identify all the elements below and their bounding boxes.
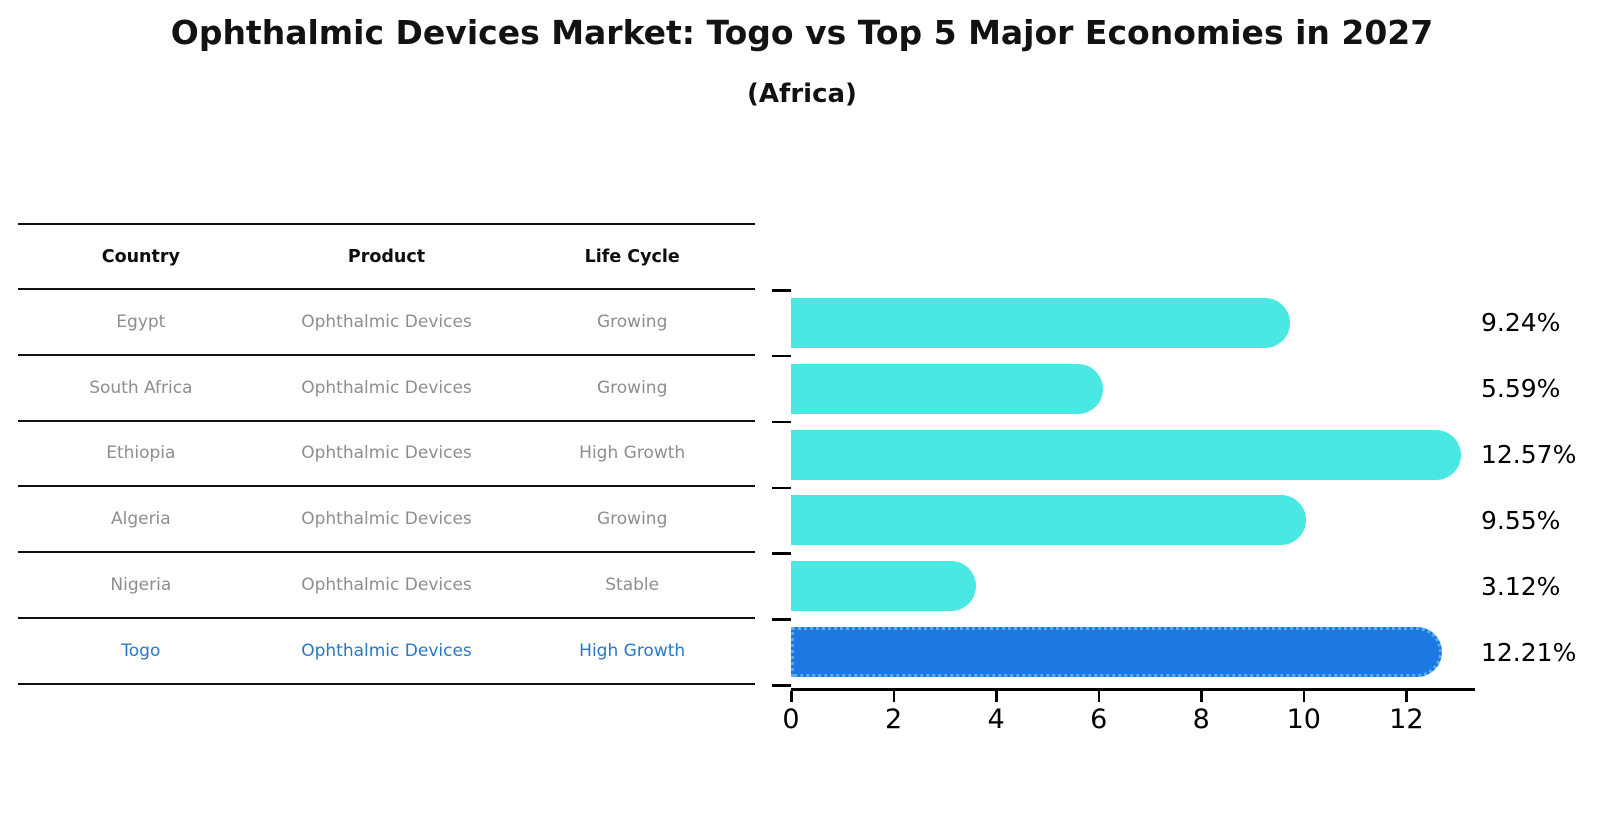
table-cell-life-cycle: Growing	[596, 509, 668, 530]
table-cell-country: Ethiopia	[106, 443, 176, 464]
y-axis-tick-mark	[772, 289, 791, 292]
value-label-row: 12.21%	[1481, 619, 1603, 685]
x-axis-tick-mark	[995, 691, 998, 702]
bar-row	[791, 553, 1473, 619]
table-row: South Africa Ophthalmic Devices Growing	[18, 356, 755, 422]
bar-value-label: 3.12%	[1481, 571, 1561, 601]
table-header-product: Product	[347, 246, 426, 267]
bar-value-label: 5.59%	[1481, 374, 1561, 404]
bar-row	[791, 422, 1473, 488]
x-axis-tick-mark	[892, 691, 896, 702]
bar-row	[791, 619, 1473, 685]
table-cell-country: Nigeria	[110, 575, 172, 596]
value-labels-column: 9.24% 5.59% 12.57% 9.55% 3.12% 12.21%	[1481, 290, 1603, 685]
bars-area	[791, 290, 1473, 685]
x-axis-tick-label: 4	[987, 704, 1005, 735]
y-axis-tick-mark	[772, 552, 791, 555]
bar-value-label: 9.55%	[1481, 505, 1561, 535]
chart-title: Ophthalmic Devices Market: Togo vs Top 5…	[170, 13, 1434, 52]
table-header-country: Country	[101, 246, 180, 267]
x-axis-tick-mark	[1097, 691, 1101, 702]
x-axis-tick-mark	[1405, 691, 1408, 702]
x-axis-tick-mark	[1302, 691, 1306, 702]
bar-highlight-togo	[791, 627, 1443, 678]
table-row: Egypt Ophthalmic Devices Growing	[18, 290, 755, 356]
table-row: Algeria Ophthalmic Devices Growing	[18, 487, 755, 554]
x-axis-tick-label: 2	[884, 704, 903, 735]
x-axis-line	[791, 688, 1475, 691]
table-cell-product: Ophthalmic Devices	[301, 311, 472, 332]
bar-value-label: 9.24%	[1481, 308, 1561, 338]
y-axis-tick-mark	[772, 684, 791, 687]
table-cell-product: Ophthalmic Devices	[301, 377, 472, 398]
table-body: Egypt Ophthalmic Devices Growing South Afri…	[18, 290, 755, 685]
bar-value-label: 12.21%	[1481, 637, 1577, 667]
table-row: Ethiopia Ophthalmic Devices High Growth	[18, 422, 755, 488]
value-label-row: 9.55%	[1481, 487, 1603, 553]
value-label-row: 9.24%	[1481, 290, 1603, 356]
x-axis-tick-mark	[1200, 691, 1203, 702]
y-axis-tick-mark	[772, 486, 791, 489]
bar-value-label: 12.57%	[1481, 440, 1577, 470]
value-label-row: 12.57%	[1481, 422, 1603, 488]
bar-south-africa	[791, 363, 1103, 414]
x-axis-tick-label: 6	[1090, 704, 1108, 735]
table-cell-life-cycle: Stable	[605, 575, 660, 596]
value-label-row: 5.59%	[1481, 356, 1603, 422]
table-cell-life-cycle: High Growth	[579, 640, 686, 661]
table-cell-country: South Africa	[89, 377, 193, 398]
table-cell-life-cycle: High Growth	[579, 443, 686, 464]
table-row: Nigeria Ophthalmic Devices Stable	[18, 553, 755, 619]
table-cell-life-cycle: Growing	[596, 311, 668, 332]
value-label-row: 3.12%	[1481, 553, 1603, 619]
y-axis-tick-mark	[772, 420, 791, 424]
comparison-table: Country Product Life Cycle Egypt Ophthalm…	[18, 223, 755, 685]
bar-nigeria	[791, 561, 976, 612]
bar-row	[791, 487, 1473, 553]
table-cell-product: Ophthalmic Devices	[301, 575, 472, 596]
x-axis-tick-mark	[790, 691, 793, 702]
y-axis-tick-mark	[772, 354, 791, 358]
x-axis-tick-label: 12	[1389, 704, 1424, 735]
x-axis-tick-label: 8	[1192, 704, 1210, 735]
bar-algeria	[791, 495, 1306, 546]
bar-ethiopia	[791, 429, 1461, 480]
bar-egypt	[791, 297, 1290, 348]
table-cell-country: Egypt	[116, 311, 166, 332]
x-axis-tick-label: 10	[1286, 704, 1321, 735]
table-header-row: Country Product Life Cycle	[18, 225, 755, 290]
table-cell-product: Ophthalmic Devices	[301, 443, 472, 464]
table-row: Togo Ophthalmic Devices High Growth	[18, 619, 755, 685]
table-cell-country: Togo	[121, 640, 161, 661]
y-axis-tick-mark	[772, 618, 791, 621]
table-cell-product: Ophthalmic Devices	[301, 509, 472, 530]
table-cell-life-cycle: Growing	[596, 377, 668, 398]
bar-row	[791, 356, 1473, 422]
table-cell-product: Ophthalmic Devices	[301, 640, 472, 661]
bar-row	[791, 290, 1473, 356]
table-cell-country: Algeria	[110, 509, 171, 530]
chart-subtitle: (Africa)	[747, 79, 857, 109]
table-header-life-cycle: Life Cycle	[584, 246, 680, 267]
x-axis-tick-label: 0	[782, 704, 800, 735]
